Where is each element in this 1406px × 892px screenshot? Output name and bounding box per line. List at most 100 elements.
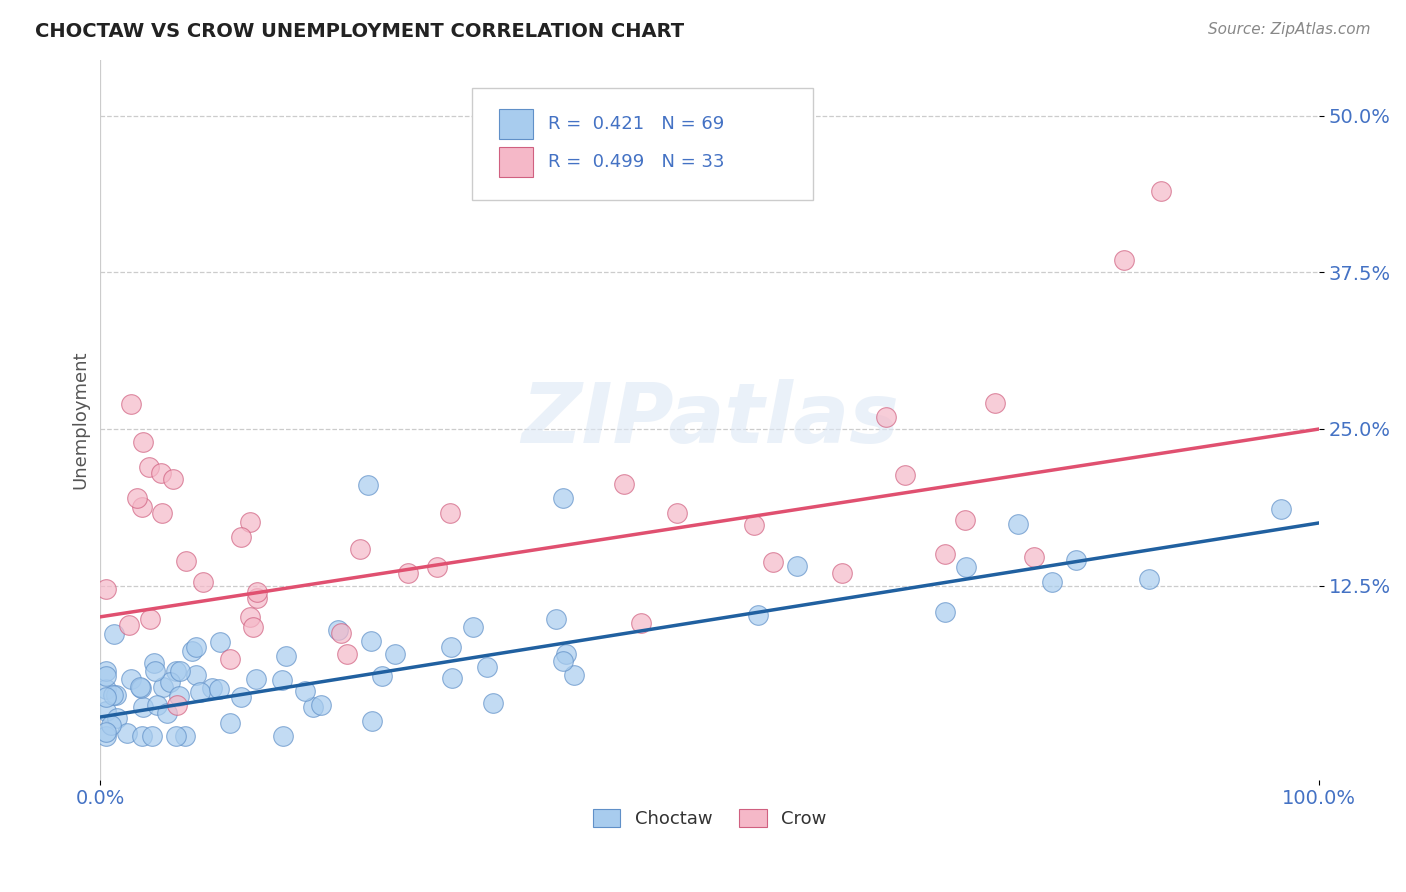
- Point: [239, 515, 262, 529]
- Text: Source: ZipAtlas.com: Source: ZipAtlas.com: [1208, 22, 1371, 37]
- Point: [96, 681, 118, 696]
- Point: [129, 681, 152, 696]
- Point: [357, 478, 380, 492]
- Point: [551, 654, 574, 668]
- Point: [120, 672, 142, 686]
- Point: [139, 612, 162, 626]
- Point: [184, 640, 207, 654]
- Point: [1022, 550, 1045, 565]
- Point: [115, 726, 138, 740]
- Point: [125, 491, 148, 505]
- Point: [245, 672, 267, 686]
- Point: [159, 675, 181, 690]
- Point: [482, 696, 505, 710]
- Point: [188, 685, 211, 699]
- Point: [167, 689, 190, 703]
- FancyBboxPatch shape: [472, 88, 813, 200]
- Point: [1270, 502, 1292, 516]
- Point: [294, 684, 316, 698]
- Point: [246, 591, 269, 605]
- Point: [555, 647, 578, 661]
- Point: [475, 659, 498, 673]
- Point: [242, 620, 264, 634]
- Point: [426, 559, 449, 574]
- Point: [239, 610, 262, 624]
- Point: [131, 729, 153, 743]
- Point: [934, 605, 956, 619]
- Point: [96, 729, 118, 743]
- Point: [165, 729, 187, 743]
- Point: [150, 466, 173, 480]
- Point: [302, 699, 325, 714]
- Point: [105, 711, 128, 725]
- Point: [96, 690, 118, 704]
- Legend: Choctaw, Crow: Choctaw, Crow: [586, 802, 834, 836]
- Point: [747, 608, 769, 623]
- Text: R =  0.499   N = 33: R = 0.499 N = 33: [548, 153, 724, 171]
- Point: [156, 706, 179, 720]
- Point: [165, 664, 187, 678]
- Point: [463, 620, 485, 634]
- Point: [103, 688, 125, 702]
- Point: [613, 476, 636, 491]
- Point: [562, 668, 585, 682]
- Point: [129, 680, 152, 694]
- Point: [384, 647, 406, 661]
- Point: [875, 410, 897, 425]
- Point: [831, 566, 853, 580]
- Point: [360, 634, 382, 648]
- Point: [1114, 252, 1136, 267]
- Point: [309, 698, 332, 713]
- Point: [141, 729, 163, 743]
- Point: [440, 640, 463, 654]
- Point: [231, 530, 253, 544]
- FancyBboxPatch shape: [499, 109, 533, 139]
- Point: [219, 652, 242, 666]
- Point: [152, 681, 174, 695]
- Point: [186, 668, 208, 682]
- Point: [1007, 517, 1029, 532]
- Point: [143, 665, 166, 679]
- Point: [231, 690, 253, 704]
- Point: [934, 547, 956, 561]
- Point: [786, 558, 808, 573]
- Point: [105, 688, 128, 702]
- Point: [349, 541, 371, 556]
- Point: [162, 472, 184, 486]
- Point: [273, 729, 295, 743]
- Point: [96, 725, 118, 739]
- Point: [219, 716, 242, 731]
- Point: [96, 669, 118, 683]
- Point: [1064, 553, 1087, 567]
- Point: [630, 615, 652, 630]
- Point: [131, 699, 153, 714]
- Point: [274, 649, 297, 664]
- Point: [439, 506, 461, 520]
- Point: [207, 681, 229, 696]
- Point: [371, 669, 394, 683]
- Point: [181, 644, 204, 658]
- Point: [326, 624, 349, 638]
- Y-axis label: Unemployment: Unemployment: [72, 351, 89, 489]
- Point: [201, 681, 224, 696]
- Point: [762, 555, 785, 569]
- Point: [96, 582, 118, 597]
- Point: [1150, 184, 1173, 198]
- Point: [96, 664, 118, 678]
- Point: [96, 704, 118, 718]
- Text: R =  0.421   N = 69: R = 0.421 N = 69: [548, 115, 724, 133]
- Point: [132, 434, 155, 449]
- Point: [955, 559, 977, 574]
- Point: [742, 517, 765, 532]
- Point: [131, 500, 153, 514]
- Point: [118, 618, 141, 632]
- Point: [893, 468, 915, 483]
- Point: [176, 554, 198, 568]
- Point: [209, 634, 232, 648]
- Point: [441, 671, 464, 685]
- Point: [546, 612, 568, 626]
- Point: [246, 585, 269, 599]
- Point: [146, 698, 169, 712]
- Point: [103, 627, 125, 641]
- Point: [173, 729, 195, 743]
